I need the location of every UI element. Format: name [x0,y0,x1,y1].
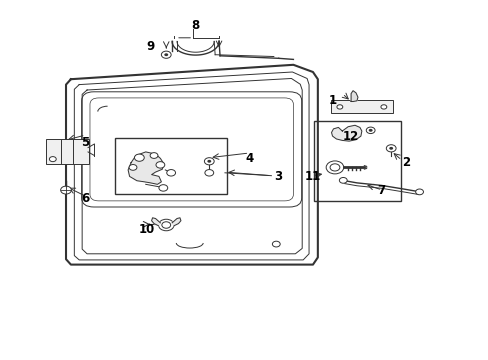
Circle shape [207,160,211,163]
Text: 6: 6 [81,192,89,205]
Circle shape [368,129,372,132]
Circle shape [329,164,339,171]
Text: 10: 10 [138,223,155,236]
Text: 8: 8 [191,19,199,32]
Text: 7: 7 [377,184,385,197]
Circle shape [336,105,342,109]
Circle shape [415,189,423,195]
Circle shape [129,165,137,170]
Circle shape [339,177,346,183]
Polygon shape [172,218,181,226]
Text: 11: 11 [304,170,321,183]
Circle shape [134,154,144,161]
Circle shape [150,153,158,158]
Polygon shape [128,152,163,184]
Polygon shape [151,218,160,226]
Circle shape [366,127,374,134]
Circle shape [49,157,56,162]
Circle shape [158,219,174,231]
Polygon shape [331,125,361,141]
Text: 3: 3 [274,170,282,183]
FancyBboxPatch shape [330,100,392,113]
Text: 1: 1 [328,94,336,107]
Polygon shape [350,91,357,102]
Circle shape [325,161,343,174]
Circle shape [61,186,71,194]
Text: 4: 4 [245,152,253,165]
Text: 5: 5 [81,136,89,149]
Circle shape [388,147,392,150]
Text: 9: 9 [146,40,154,53]
Circle shape [204,158,214,165]
Text: 12: 12 [342,130,359,143]
Circle shape [204,170,213,176]
Text: 2: 2 [401,156,409,169]
Circle shape [156,162,164,168]
Circle shape [380,105,386,109]
Circle shape [161,51,171,58]
Circle shape [164,53,168,56]
FancyBboxPatch shape [46,139,89,164]
Circle shape [162,222,170,228]
Circle shape [386,145,395,152]
Circle shape [159,185,167,191]
Circle shape [166,170,175,176]
